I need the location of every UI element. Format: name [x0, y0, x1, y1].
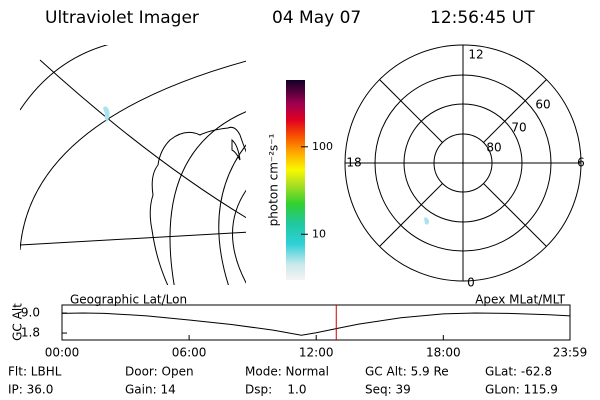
mlt-label: 18 [346, 156, 361, 170]
lat-label: 80 [486, 141, 501, 155]
info: Seq: 39 [365, 383, 411, 397]
x-tick-label: 06:00 [172, 346, 207, 360]
y-axis-label: GC Alt [11, 303, 25, 341]
colorbar-tick-label: 100 [312, 140, 333, 153]
info: Mode: Normal [245, 365, 329, 379]
polar-grid [344, 44, 582, 282]
x-tick-label: 00:00 [45, 346, 80, 360]
info: GLat: -62.8 [485, 365, 552, 379]
lat-label: 60 [535, 98, 550, 112]
colorbar [286, 80, 305, 280]
info: Flt: LBHL [8, 365, 62, 379]
lat-label: 70 [511, 121, 526, 135]
altitude-line [61, 312, 571, 336]
title: Ultraviolet Imager [45, 8, 199, 28]
info: IP: 36.0 [8, 383, 53, 397]
x-tick-label: 23:59 [553, 346, 588, 360]
map-label: Geographic Lat/Lon [70, 293, 187, 307]
time: 12:56:45 UT [430, 8, 535, 28]
mlt-label: 6 [577, 156, 585, 170]
mlt-label: 12 [468, 48, 483, 62]
plot-frame [61, 304, 571, 341]
y-tick-label: 9.0 [21, 306, 40, 320]
colorbar-label: photon cm⁻²s⁻¹ [267, 133, 281, 226]
x-tick-label: 12:00 [299, 346, 334, 360]
info: Dsp: 1.0 [245, 383, 307, 397]
x-tick-label: 18:00 [426, 346, 461, 360]
info: Gain: 14 [125, 383, 176, 397]
colorbar-tick-label: 10 [312, 227, 326, 240]
y-tick-label: 1.8 [21, 326, 40, 340]
mlt-label: 0 [467, 276, 475, 290]
info: GC Alt: 5.9 Re [365, 365, 449, 379]
info: Door: Open [125, 365, 194, 379]
geographic-map [20, 45, 246, 285]
date: 04 May 07 [272, 8, 361, 28]
polar-label: Apex MLat/MLT [475, 293, 565, 307]
info: GLon: 115.9 [485, 383, 558, 397]
